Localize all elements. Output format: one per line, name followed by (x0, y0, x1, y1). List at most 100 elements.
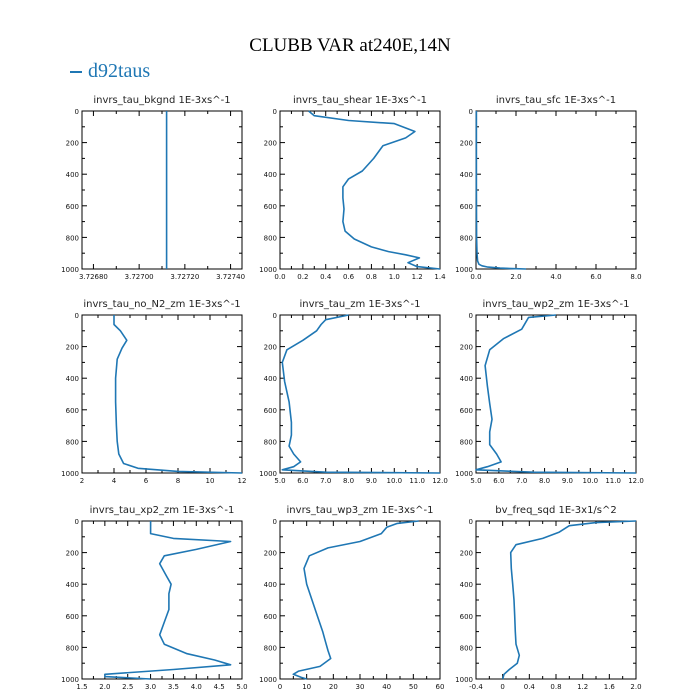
legend-label: d92taus (88, 60, 151, 82)
x-tick-label: 6.0 (590, 273, 601, 281)
y-tick-label: 0 (273, 518, 277, 526)
x-tick-label: 7.0 (516, 477, 527, 485)
y-tick-label: 800 (460, 234, 473, 242)
x-tick-label: 4.5 (214, 683, 225, 691)
x-tick-label: 2 (80, 477, 84, 485)
y-tick-label: 1000 (259, 266, 277, 274)
subplot-8: bv_freq_sqd 1E-3x1/s^2 0 200 400 600 800 1000-… (455, 505, 641, 691)
x-tick-label: 1.2 (577, 683, 588, 691)
y-tick-label: 800 (264, 644, 277, 652)
y-tick-label: 600 (264, 613, 277, 621)
x-tick-label: 0.6 (343, 273, 355, 281)
x-tick-label: 10 (302, 683, 311, 691)
y-tick-label: 400 (264, 375, 277, 383)
series-line (104, 521, 232, 680)
x-tick-label: 0 (278, 683, 282, 691)
x-tick-label: 8.0 (343, 477, 354, 485)
page-title: CLUBB VAR at240E,14N (249, 35, 451, 56)
x-tick-label: 3.0 (145, 683, 156, 691)
series-line (475, 314, 637, 474)
x-tick-label: 0.4 (320, 273, 332, 281)
subplot-title: bv_freq_sqd 1E-3x1/s^2 (495, 505, 617, 516)
y-tick-label: 600 (66, 407, 79, 415)
y-tick-label: 800 (460, 438, 473, 446)
y-tick-label: 200 (66, 140, 79, 148)
x-tick-label: 2.0 (510, 273, 521, 281)
x-tick-label: 2.5 (122, 683, 133, 691)
y-tick-label: 600 (460, 203, 473, 211)
y-tick-label: 200 (66, 344, 79, 352)
x-tick-label: 12 (238, 477, 247, 485)
y-tick-label: 200 (264, 140, 277, 148)
x-tick-label: 60 (436, 683, 445, 691)
subplot-title: invrs_tau_no_N2_zm 1E-3xs^-1 (83, 299, 240, 310)
plot-frame (475, 110, 637, 270)
x-tick-label: 9.0 (366, 477, 377, 485)
y-tick-label: 600 (460, 407, 473, 415)
series-line (308, 110, 441, 270)
subplot-title: invrs_tau_zm 1E-3xs^-1 (299, 299, 420, 310)
legend: d92taus (70, 60, 150, 83)
y-tick-label: 800 (264, 234, 277, 242)
x-tick-label: 4 (112, 477, 117, 485)
y-tick-label: 400 (460, 581, 473, 589)
x-tick-label: 20 (329, 683, 338, 691)
x-tick-label: 0 (500, 683, 504, 691)
y-tick-label: 600 (264, 203, 277, 211)
subplot-title: invrs_tau_wp3_zm 1E-3xs^-1 (287, 505, 434, 516)
x-tick-label: 11.0 (409, 477, 425, 485)
x-tick-label: 6.0 (493, 477, 504, 485)
series-line (113, 315, 243, 474)
y-tick-label: 400 (66, 171, 79, 179)
x-tick-label: 3.72740 (216, 273, 245, 281)
y-tick-label: 400 (66, 581, 79, 589)
y-tick-label: 0 (469, 312, 473, 320)
x-tick-label: 0.8 (366, 273, 377, 281)
x-tick-label: 7.0 (320, 477, 331, 485)
x-tick-label: 10 (206, 477, 215, 485)
y-tick-label: 800 (66, 234, 79, 242)
subplot-title: invrs_tau_wp2_zm 1E-3xs^-1 (483, 299, 630, 310)
subplot-title: invrs_tau_sfc 1E-3xs^-1 (496, 95, 616, 106)
x-tick-label: 1.6 (604, 683, 616, 691)
x-tick-label: 0.2 (297, 273, 308, 281)
x-tick-label: 3.5 (168, 683, 179, 691)
x-tick-label: 1.5 (76, 683, 87, 691)
x-tick-label: 1.2 (412, 273, 423, 281)
y-tick-label: 200 (66, 550, 79, 558)
x-tick-label: 0.0 (470, 273, 481, 281)
y-tick-label: 800 (66, 644, 79, 652)
x-tick-label: 3.72680 (79, 273, 108, 281)
y-tick-label: 1000 (61, 470, 79, 478)
subplot-5: invrs_tau_wp2_zm 1E-3xs^-1 0 200 400 600 800 1… (455, 299, 644, 485)
x-tick-label: 50 (409, 683, 418, 691)
subplot-7: invrs_tau_wp3_zm 1E-3xs^-102004006008001… (259, 505, 444, 691)
plot-frame (475, 520, 637, 680)
subplot-title: invrs_tau_xp2_zm 1E-3xs^-1 (90, 505, 235, 516)
x-tick-label: 11.0 (605, 477, 621, 485)
x-tick-label: 1.4 (434, 273, 446, 281)
y-tick-label: 800 (460, 644, 473, 652)
y-tick-label: 200 (264, 550, 277, 558)
y-tick-label: 1000 (455, 266, 473, 274)
y-tick-label: 1000 (455, 676, 473, 684)
y-tick-label: 200 (264, 344, 277, 352)
x-tick-label: 12.0 (432, 477, 448, 485)
x-tick-label: 10.0 (386, 477, 402, 485)
subplot-1: invrs_tau_shear 1E-3xs^-1 0 200 400 600 800 10… (259, 95, 446, 281)
y-tick-label: 0 (469, 108, 473, 116)
subplot-title: invrs_tau_bkgnd 1E-3xs^-1 (93, 95, 230, 106)
y-tick-label: 600 (66, 613, 79, 621)
x-tick-label: 40 (382, 683, 391, 691)
y-tick-label: 400 (66, 375, 79, 383)
x-tick-label: 8.0 (630, 273, 641, 281)
x-tick-label: 6 (144, 477, 149, 485)
x-tick-label: -0.4 (469, 683, 483, 691)
x-tick-label: 30 (356, 683, 365, 691)
y-tick-label: 400 (460, 375, 473, 383)
series-line (475, 111, 527, 270)
subplot-3: invrs_tau_no_N2_zm 1E-3xs^-1 0 200 400 600 80… (61, 299, 246, 485)
x-tick-label: 8.0 (539, 477, 550, 485)
x-tick-label: 12.0 (628, 477, 644, 485)
x-tick-label: 2.0 (630, 683, 641, 691)
